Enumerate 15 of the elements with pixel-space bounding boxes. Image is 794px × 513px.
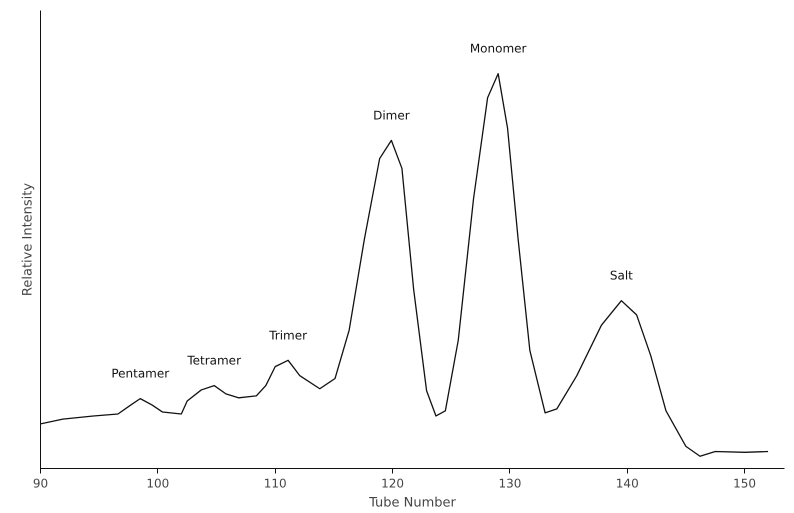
y-axis-title: Relative Intensity	[20, 182, 36, 296]
annotation: Trimer	[268, 328, 308, 342]
x-axis-title: Tube Number	[368, 496, 457, 510]
x-tick-label: 100	[146, 476, 170, 490]
annotation: Monomer	[470, 42, 527, 56]
x-tick-label: 150	[733, 476, 756, 490]
annotation: Dimer	[373, 108, 410, 122]
x-tick-label: 140	[616, 476, 639, 490]
x-tick-label: 130	[498, 476, 522, 490]
x-tick-label: 110	[264, 476, 287, 490]
annotation: Salt	[610, 268, 634, 283]
x-tick-label: 90	[32, 476, 48, 490]
x-tick-label: 120	[381, 476, 404, 490]
annotation: Tetramer	[186, 354, 242, 368]
annotation: Pentamer	[111, 366, 170, 381]
